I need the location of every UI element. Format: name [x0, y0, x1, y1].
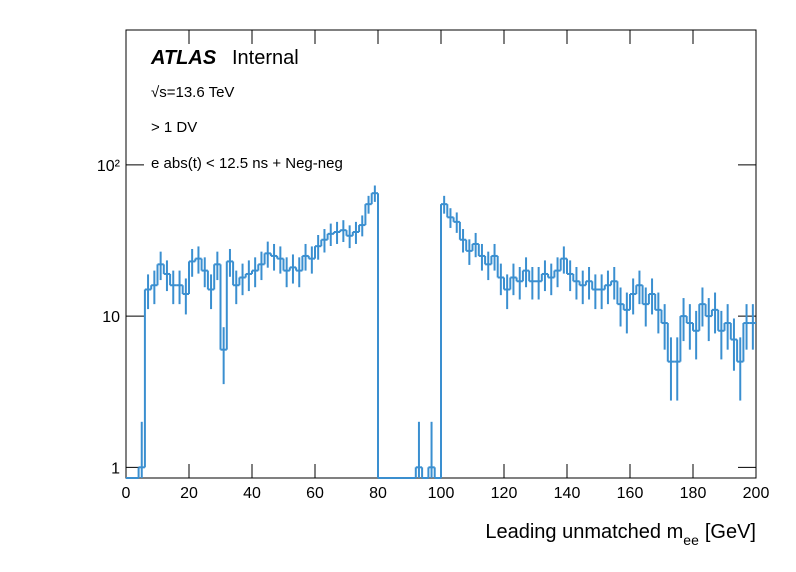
status: Internal — [232, 47, 299, 69]
annotation: > 1 DV — [151, 119, 197, 136]
experiment: ATLAS — [150, 47, 217, 69]
annotation: √s=13.6 TeV — [151, 84, 234, 101]
x-label-sub: ee — [683, 532, 699, 548]
x-tick-label: 60 — [306, 485, 324, 502]
x-tick-label: 140 — [554, 485, 581, 502]
x-label-unit: [GeV] — [705, 521, 756, 543]
x-tick-label: 160 — [617, 485, 644, 502]
x-tick-label: 0 — [122, 485, 131, 502]
x-tick-label: 120 — [491, 485, 518, 502]
x-label-main: Leading unmatched m — [485, 521, 683, 543]
y-tick-label: 10² — [97, 158, 121, 175]
y-tick-label: 1 — [111, 460, 120, 477]
x-tick-label: 20 — [180, 485, 198, 502]
x-axis-label: Leading unmatched mee [GeV] — [485, 521, 756, 548]
x-tick-label: 200 — [743, 485, 770, 502]
x-tick-label: 80 — [369, 485, 387, 502]
x-tick-label: 40 — [243, 485, 261, 502]
x-tick-label: 100 — [428, 485, 455, 502]
y-tick-label: 10 — [102, 309, 120, 326]
annotation: e abs(t) < 12.5 ns + Neg-neg — [151, 155, 343, 172]
x-tick-label: 180 — [680, 485, 707, 502]
